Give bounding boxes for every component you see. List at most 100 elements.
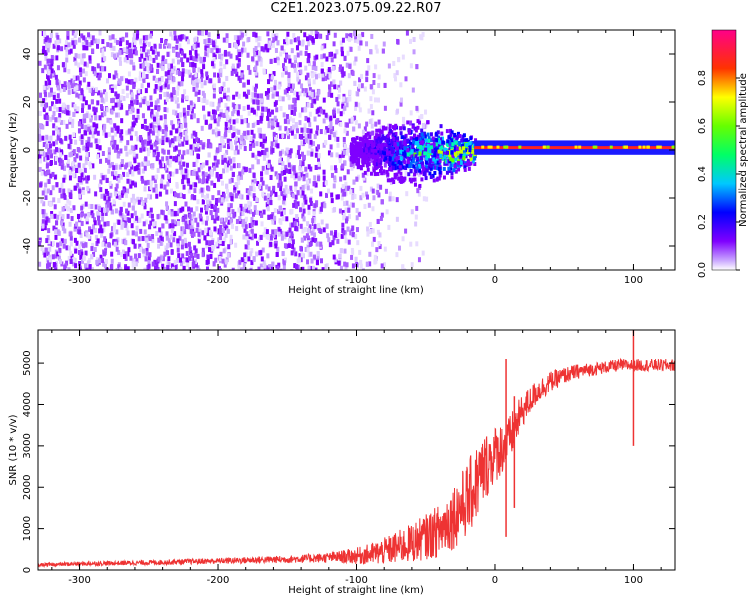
heatmap-cell <box>308 224 312 230</box>
heatmap-cell <box>69 139 73 145</box>
heatmap-cell <box>156 118 160 124</box>
heatmap-cell <box>205 99 209 105</box>
heatmap-cell <box>324 75 328 81</box>
heatmap-cell <box>169 234 173 240</box>
heatmap-cell <box>399 101 403 107</box>
heatmap-cell <box>189 55 193 61</box>
heatmap-cell <box>300 151 304 157</box>
heatmap-cell <box>59 119 63 125</box>
heatmap-cell <box>133 218 137 224</box>
heatmap-cell <box>413 172 417 177</box>
heatmap-cell <box>187 206 191 212</box>
heatmap-cell <box>158 213 162 219</box>
heatmap-cell <box>119 132 123 138</box>
heatmap-cell <box>107 147 111 153</box>
heatmap-cell <box>181 71 185 77</box>
heatmap-cell <box>402 165 406 170</box>
heatmap-cell <box>377 240 381 246</box>
heatmap-cell <box>265 169 269 175</box>
heatmap-cell <box>171 124 175 130</box>
heatmap-cell <box>289 235 293 241</box>
heatmap-cell <box>269 200 273 206</box>
heatmap-cell <box>74 139 78 145</box>
heatmap-cell <box>142 77 146 83</box>
heatmap-cell <box>194 43 198 49</box>
heatmap-cell <box>393 172 397 177</box>
heatmap-cell <box>157 237 161 243</box>
heatmap-cell <box>76 147 80 153</box>
heatmap-cell <box>194 262 198 268</box>
heatmap-cell <box>398 146 402 151</box>
heatmap-cell <box>155 231 159 237</box>
heatmap-cell <box>127 71 131 77</box>
heatmap-cell <box>286 114 290 120</box>
heatmap-cell <box>214 127 218 133</box>
heatmap-cell <box>84 37 88 43</box>
heatmap-cell <box>157 243 161 249</box>
heatmap-cell <box>189 100 193 106</box>
heatmap-cell <box>133 166 137 172</box>
heatmap-cell <box>270 124 274 130</box>
heatmap-cell <box>128 42 132 48</box>
heatmap-cell <box>242 41 246 47</box>
heatmap-cell <box>124 255 128 261</box>
heatmap-cell <box>234 139 238 145</box>
heatmap-cell <box>69 208 73 214</box>
heatmap-cell <box>191 145 195 151</box>
heatmap-cell <box>279 205 283 211</box>
heatmap-cell <box>297 40 301 46</box>
heatmap-cell <box>41 190 45 196</box>
heatmap-cell <box>159 235 163 241</box>
heatmap-cell <box>153 178 157 184</box>
heatmap-cell <box>319 129 323 135</box>
heatmap-cell <box>112 45 116 51</box>
heatmap-cell <box>47 64 51 70</box>
heatmap-cell <box>172 65 176 71</box>
heatmap-cell <box>179 34 183 40</box>
heatmap-cell <box>129 108 133 114</box>
heatmap-cell <box>158 227 162 233</box>
heatmap-cell <box>198 30 202 36</box>
heatmap-cell <box>97 138 101 144</box>
heatmap-cell <box>270 141 274 147</box>
heatmap-cell <box>128 149 132 155</box>
heatmap-cell <box>417 191 421 197</box>
heatmap-cell <box>293 221 297 227</box>
heatmap-cell <box>112 227 116 233</box>
heatmap-cell <box>192 80 196 86</box>
heatmap-cell <box>167 262 171 268</box>
heatmap-cell <box>209 254 213 260</box>
heatmap-cell <box>246 130 250 136</box>
heatmap-cell <box>420 128 424 133</box>
heatmap-cell <box>438 173 442 178</box>
heatmap-cell <box>208 201 212 207</box>
heatmap-cell <box>274 171 278 177</box>
heatmap-cell <box>285 40 289 46</box>
heatmap-cell <box>258 151 262 157</box>
heatmap-cell <box>201 162 205 168</box>
heatmap-cell <box>336 238 340 244</box>
heatmap-cell <box>306 117 310 123</box>
heatmap-cell <box>245 188 249 194</box>
heatmap-cell <box>232 94 236 100</box>
heatmap-cell <box>125 110 129 116</box>
heatmap-cell <box>350 116 354 122</box>
heatmap-cell <box>306 185 310 191</box>
heatmap-cell <box>262 106 266 112</box>
heatmap-cell <box>236 109 240 115</box>
heatmap-cell <box>69 250 73 256</box>
heatmap-cell <box>248 145 252 151</box>
heatmap-cell <box>129 255 133 261</box>
heatmap-cell <box>170 120 174 126</box>
heatmap-cell <box>40 170 44 176</box>
heatmap-cell <box>125 85 129 91</box>
heatmap-cell <box>140 123 144 129</box>
heatmap-cell <box>403 138 407 143</box>
heatmap-cell <box>360 83 364 89</box>
heatmap-cell <box>187 181 191 187</box>
heatmap-cell <box>213 182 217 188</box>
heatmap-cell <box>288 227 292 233</box>
heatmap-cell <box>152 57 156 63</box>
heatmap-cell <box>310 148 314 154</box>
heatmap-cell <box>287 162 291 168</box>
